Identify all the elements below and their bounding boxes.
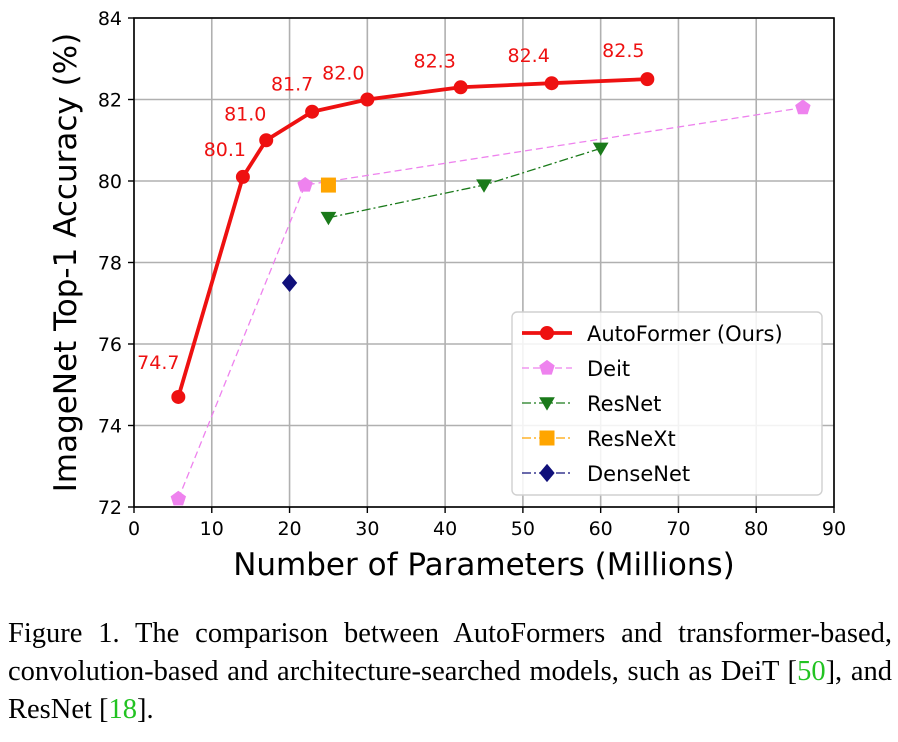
legend-item-resnext: ResNeXt: [522, 427, 676, 451]
caption-text-after: ].: [137, 694, 154, 725]
legend-box: [511, 311, 823, 496]
legend-item-deit: Deit: [522, 357, 630, 381]
data-point-autoformer-ours-2: [259, 133, 274, 148]
y-tick-label-82: 82: [98, 90, 122, 112]
data-point-deit-2: [795, 99, 811, 115]
y-tick-label-72: 72: [98, 497, 122, 519]
axis-ticks: 0 10 20 30 40 50 60 70 80 90 72 74 76 78 80 82 84: [98, 8, 846, 540]
legend-item-autoformer-ours: AutoFormer (Ours): [522, 322, 783, 346]
legend-label-densenet: DenseNet: [587, 462, 690, 486]
data-label-autoformer-ours-6: 82.4: [508, 45, 550, 67]
citation-link-50[interactable]: 50: [797, 656, 826, 687]
caption-text-middle: ], and ResNet [: [8, 656, 893, 725]
series-densenet: [281, 273, 298, 293]
y-tick-label-78: 78: [98, 253, 122, 275]
series-line-autoformer-ours: [176, 77, 648, 398]
x-tick-label-90: 90: [822, 518, 846, 540]
y-tick-label-74: 74: [98, 416, 122, 438]
series-resnext: [320, 177, 336, 193]
data-label-autoformer-ours-1: 80.1: [204, 139, 246, 161]
series-line-resnet: [328, 147, 601, 219]
x-tick-label-30: 30: [355, 518, 379, 540]
data-label-autoformer-ours-5: 82.3: [414, 50, 456, 72]
data-point-autoformer-ours-3: [305, 104, 320, 119]
data-point-deit-0: [170, 490, 187, 506]
data-label-autoformer-ours-0: 74.7: [137, 352, 179, 374]
legend-item-resnet: ResNet: [522, 392, 661, 416]
legend-marker-resnext: [539, 430, 555, 446]
x-tick-label-50: 50: [511, 518, 535, 540]
chart-figure: 0 10 20 30 40 50 60 70 80 90 72 74 76 78 80 82 84 74.7 80…: [48, 8, 846, 583]
legend-marker-resnet: [539, 397, 555, 411]
figure-caption: Figure 1. The comparison between AutoFor…: [8, 615, 892, 729]
data-point-densenet-0: [281, 273, 298, 293]
data-point-resnext-0: [320, 177, 336, 193]
x-tick-label-40: 40: [433, 518, 457, 540]
legend-marker-densenet: [539, 463, 555, 483]
legend: AutoFormer (Ours) Deit ResNet ResNeXt DenseN…: [511, 311, 823, 496]
legend-item-densenet: DenseNet: [522, 462, 690, 486]
data-point-autoformer-ours-5: [453, 80, 468, 95]
y-tick-label-84: 84: [98, 8, 122, 30]
data-label-autoformer-ours-2: 81.0: [224, 103, 266, 125]
x-tick-label-60: 60: [589, 518, 613, 540]
data-point-autoformer-ours-7: [640, 72, 655, 87]
data-point-autoformer-ours-4: [360, 92, 375, 107]
data-point-resnet-1: [476, 179, 492, 193]
data-point-autoformer-ours-6: [544, 76, 559, 91]
legend-label-resnet: ResNet: [587, 392, 661, 416]
x-tick-label-0: 0: [128, 518, 140, 540]
data-point-resnet-0: [320, 211, 337, 226]
y-tick-label-76: 76: [98, 334, 122, 356]
y-tick-label-80: 80: [98, 171, 122, 193]
x-tick-label-10: 10: [200, 518, 224, 540]
data-labels: 74.7 80.1 81.081.7 82.0 82.3 82.4 82.5: [137, 40, 644, 374]
data-point-autoformer-ours-0: [171, 389, 186, 404]
caption-text-before: Figure 1. The comparison between AutoFor…: [8, 618, 892, 687]
legend-marker-autoformer-ours: [540, 326, 554, 340]
series-autoformer-ours: [171, 72, 655, 404]
data-point-resnet-2: [592, 142, 609, 157]
data-label-autoformer-ours-7: 82.5: [602, 40, 644, 62]
data-label-autoformer-ours-3: 81.7: [271, 74, 313, 96]
citation-link-18[interactable]: 18: [108, 694, 138, 725]
legend-label-autoformer-ours: AutoFormer (Ours): [587, 322, 783, 346]
x-tick-label-80: 80: [744, 518, 768, 540]
legend-marker-deit: [539, 359, 555, 375]
data-label-autoformer-ours-4: 82.0: [322, 63, 364, 85]
data-point-deit-1: [297, 176, 313, 192]
series-deit: [170, 99, 811, 506]
series-layer: [170, 72, 811, 506]
x-tick-label-20: 20: [277, 518, 301, 540]
legend-label-deit: Deit: [587, 357, 630, 381]
series-resnet: [320, 142, 609, 226]
x-tick-label-70: 70: [666, 518, 690, 540]
y-axis-title: ImageNet Top-1 Accuracy (%): [48, 33, 84, 492]
legend-label-resnext: ResNeXt: [587, 427, 676, 451]
series-line-deit: [177, 107, 803, 500]
accuracy-vs-params-chart: 0 10 20 30 40 50 60 70 80 90 72 74 76 78 80 82 84 74.7 80…: [48, 8, 846, 583]
x-axis-title: Number of Parameters (Millions): [233, 547, 735, 583]
data-point-autoformer-ours-1: [235, 169, 250, 184]
